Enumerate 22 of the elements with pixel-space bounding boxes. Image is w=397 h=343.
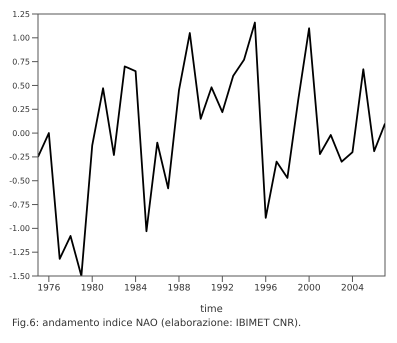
y-tick-label: -0.25 (9, 152, 30, 162)
x-tick-label: 2000 (298, 283, 321, 294)
y-tick-label: -1.25 (9, 248, 30, 258)
x-tick-label: 1988 (168, 283, 191, 294)
x-axis-title: time (200, 304, 223, 315)
x-tick-label: 1984 (124, 283, 148, 294)
x-tick-label: 2004 (341, 283, 364, 294)
y-tick-label: -1.50 (9, 272, 30, 281)
x-tick-label: 1992 (210, 283, 234, 294)
y-tick-label: -1.00 (9, 224, 30, 234)
y-tick-label: 0.75 (12, 57, 30, 66)
x-tick-label: 1980 (80, 283, 104, 294)
x-tick-label: 1996 (254, 283, 278, 294)
y-tick-label: 1.00 (12, 34, 30, 43)
y-tick-label: 0.50 (12, 81, 30, 90)
caption: Fig.6: andamento indice NAO (elaborazione: IBIMET CNR). (11, 318, 302, 329)
y-tick-label: 1.25 (12, 10, 30, 19)
y-tick-label: -0.50 (9, 176, 30, 186)
y-tick-label: 0.25 (12, 105, 30, 114)
y-tick-label: 0.00 (12, 128, 30, 138)
x-tick-label: 1976 (37, 283, 61, 294)
y-tick-label: -0.75 (9, 200, 30, 210)
